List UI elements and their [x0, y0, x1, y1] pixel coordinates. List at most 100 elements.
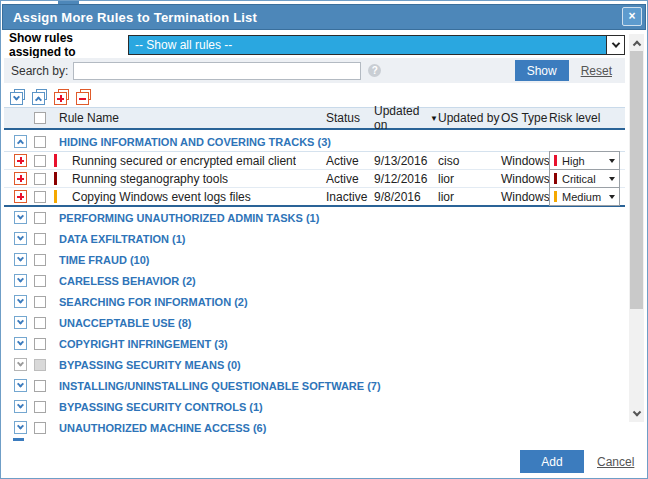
rule-checkbox[interactable]	[34, 155, 46, 167]
dropdown-arrow-icon	[609, 177, 615, 181]
column-updated-on[interactable]: Updated on ▼	[374, 104, 438, 132]
group-row-collapsed[interactable]: COPYRIGHT INFRINGEMENT (3)	[4, 333, 625, 354]
group-row-collapsed[interactable]: BYPASSING SECURITY MEANS (0)	[4, 354, 625, 375]
scroll-up-icon[interactable]	[629, 34, 644, 49]
expand-group-icon[interactable]	[14, 358, 27, 371]
risk-color-bar	[54, 190, 57, 203]
group-row-collapsed[interactable]: INSTALLING/UNINSTALLING QUESTIONABLE SOF…	[4, 375, 625, 396]
risk-level-dropdown[interactable]: High	[549, 151, 620, 170]
expand-all-groups-icon[interactable]	[10, 89, 26, 105]
risk-level-dropdown[interactable]: Medium	[549, 187, 620, 206]
add-button[interactable]: Add	[520, 450, 584, 473]
scrollbar-thumb[interactable]	[630, 51, 643, 309]
rule-updated-by: lior	[438, 172, 501, 186]
clipped-row-fragment	[13, 438, 24, 441]
search-input[interactable]	[73, 62, 361, 80]
group-checkbox[interactable]	[34, 422, 46, 434]
group-row-collapsed[interactable]: UNACCEPTABLE USE (8)	[4, 312, 625, 333]
group-label: UNACCEPTABLE USE (8)	[54, 317, 191, 329]
group-row-expanded[interactable]: HIDING INFORMATION AND COVERING TRACKS (…	[4, 132, 625, 152]
rule-os-type: Windows	[501, 154, 549, 168]
column-os-type: OS Type	[501, 111, 549, 125]
risk-level-value: Medium	[562, 191, 601, 203]
select-all-checkbox[interactable]	[34, 112, 46, 124]
group-checkbox[interactable]	[34, 212, 46, 224]
group-row-collapsed[interactable]: TIME FRAUD (10)	[4, 249, 625, 270]
rule-updated-on: 9/8/2016	[374, 190, 438, 204]
group-checkbox[interactable]	[34, 359, 46, 371]
expand-group-icon[interactable]	[14, 253, 27, 266]
risk-level-dropdown[interactable]: Critical	[549, 169, 620, 188]
expand-group-icon[interactable]	[14, 274, 27, 287]
expand-group-icon[interactable]	[14, 400, 27, 413]
chevron-down-icon[interactable]	[606, 36, 624, 54]
group-label: BYPASSING SECURITY CONTROLS (1)	[54, 401, 263, 413]
rules-filter-dropdown[interactable]: -- Show all rules --	[128, 35, 625, 55]
group-checkbox[interactable]	[34, 317, 46, 329]
group-row-collapsed[interactable]: UNAUTHORIZED MACHINE ACCESS (6)	[4, 417, 625, 438]
rule-checkbox[interactable]	[34, 191, 46, 203]
expand-group-icon[interactable]	[14, 211, 27, 224]
group-row-collapsed[interactable]: BYPASSING SECURITY CONTROLS (1)	[4, 396, 625, 417]
close-icon[interactable]: ×	[622, 7, 642, 26]
bulk-actions-toolbar	[10, 89, 92, 106]
rule-os-type: Windows	[501, 190, 549, 204]
expand-rule-icon[interactable]	[14, 172, 27, 185]
dropdown-arrow-icon	[609, 159, 615, 163]
expand-group-icon[interactable]	[14, 379, 27, 392]
group-checkbox[interactable]	[34, 296, 46, 308]
group-checkbox[interactable]	[34, 380, 46, 392]
table-header: Rule Name Status Updated on ▼ Updated by…	[4, 107, 625, 130]
rules-table-body: HIDING INFORMATION AND COVERING TRACKS (…	[4, 132, 625, 438]
assign-rules-dialog: Assign More Rules to Termination List × …	[0, 0, 648, 479]
risk-color-bar	[554, 173, 557, 184]
table-row: Running secured or encrypted email clien…	[4, 152, 625, 170]
dropdown-arrow-icon	[609, 195, 615, 199]
group-checkbox[interactable]	[34, 254, 46, 266]
expand-group-icon[interactable]	[14, 421, 27, 434]
group-checkbox[interactable]	[34, 338, 46, 350]
column-updated-by: Updated by	[438, 111, 501, 125]
filter-row: Show rules assigned to -- Show all rules…	[9, 35, 625, 55]
dialog-title: Assign More Rules to Termination List	[13, 10, 257, 25]
group-label: INSTALLING/UNINSTALLING QUESTIONABLE SOF…	[54, 380, 381, 392]
group-label: CARELESS BEHAVIOR (2)	[54, 275, 196, 287]
show-button[interactable]: Show	[515, 60, 569, 81]
check-all-rules-icon[interactable]	[54, 89, 70, 105]
rule-name: Running steganography tools	[72, 172, 228, 186]
reset-link[interactable]: Reset	[581, 64, 612, 78]
group-checkbox[interactable]	[34, 401, 46, 413]
group-row-collapsed[interactable]: CARELESS BEHAVIOR (2)	[4, 270, 625, 291]
group-label: SEARCHING FOR INFORMATION (2)	[54, 296, 248, 308]
group-checkbox[interactable]	[34, 233, 46, 245]
group-label: UNAUTHORIZED MACHINE ACCESS (6)	[54, 422, 266, 434]
collapse-all-groups-icon[interactable]	[32, 89, 48, 105]
column-status: Status	[326, 111, 374, 125]
expand-rule-icon[interactable]	[14, 190, 27, 203]
expand-group-icon[interactable]	[14, 316, 27, 329]
expanded-group-rules: Running secured or encrypted email clien…	[4, 152, 625, 206]
collapse-group-icon[interactable]	[14, 135, 27, 148]
group-label: HIDING INFORMATION AND COVERING TRACKS (…	[54, 136, 331, 148]
uncheck-all-rules-icon[interactable]	[76, 89, 92, 105]
expand-group-icon[interactable]	[14, 337, 27, 350]
rule-status: Inactive	[326, 190, 374, 204]
column-risk-level: Risk level	[549, 111, 625, 125]
expand-group-icon[interactable]	[14, 232, 27, 245]
group-row-collapsed[interactable]: PERFORMING UNAUTHORIZED ADMIN TASKS (1)	[4, 207, 625, 228]
group-checkbox[interactable]	[34, 275, 46, 287]
group-label: BYPASSING SECURITY MEANS (0)	[54, 359, 241, 371]
rule-checkbox[interactable]	[34, 173, 46, 185]
scroll-down-icon[interactable]	[629, 407, 644, 422]
filter-selected-value: -- Show all rules --	[129, 36, 606, 54]
group-row-collapsed[interactable]: DATA EXFILTRATION (1)	[4, 228, 625, 249]
filter-label: Show rules assigned to	[9, 31, 128, 59]
group-row-collapsed[interactable]: SEARCHING FOR INFORMATION (2)	[4, 291, 625, 312]
expand-rule-icon[interactable]	[14, 154, 27, 167]
cancel-link[interactable]: Cancel	[597, 455, 634, 469]
expand-group-icon[interactable]	[14, 295, 27, 308]
rule-updated-by: lior	[438, 190, 501, 204]
group-checkbox[interactable]	[34, 136, 46, 148]
column-rule-name: Rule Name	[54, 111, 326, 125]
vertical-scrollbar[interactable]	[629, 34, 644, 422]
